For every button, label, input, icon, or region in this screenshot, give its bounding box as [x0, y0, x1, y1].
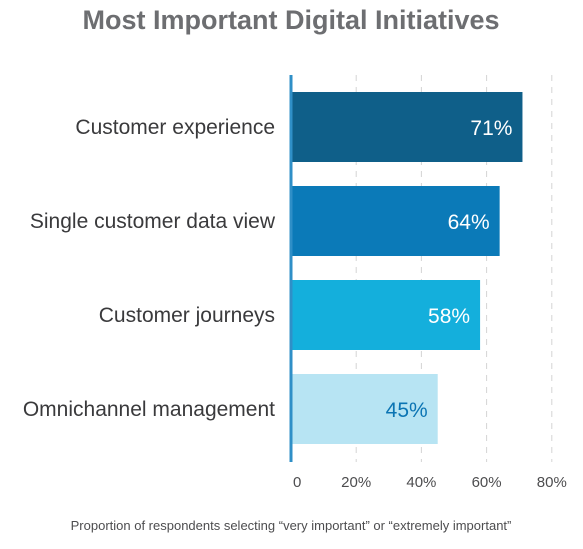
- x-axis-label: Proportion of respondents selecting “ver…: [71, 518, 512, 533]
- category-label: Customer journeys: [99, 304, 275, 327]
- chart-title: Most Important Digital Initiatives: [82, 5, 499, 35]
- bar: [291, 186, 500, 256]
- value-label: 64%: [448, 211, 490, 234]
- category-label: Single customer data view: [30, 210, 276, 233]
- value-labels: 71% 64% 58% 45%: [386, 117, 513, 422]
- category-labels: Customer experience Single customer data …: [23, 116, 276, 421]
- category-label: Omnichannel management: [23, 398, 275, 421]
- value-label: 58%: [428, 305, 470, 328]
- bar: [291, 92, 523, 162]
- bar: [291, 374, 438, 444]
- bar: [291, 280, 481, 350]
- x-tick-label: 0: [293, 474, 301, 491]
- category-label: Customer experience: [75, 116, 275, 139]
- x-tick-label: 80%: [537, 474, 567, 491]
- bars: [291, 92, 523, 444]
- x-tick-label: 40%: [406, 474, 436, 491]
- x-tick-label: 60%: [472, 474, 502, 491]
- value-label: 71%: [470, 117, 512, 140]
- value-label: 45%: [386, 399, 428, 422]
- x-tick-labels: 0 20% 40% 60% 80%: [293, 474, 567, 491]
- x-tick-label: 20%: [341, 474, 371, 491]
